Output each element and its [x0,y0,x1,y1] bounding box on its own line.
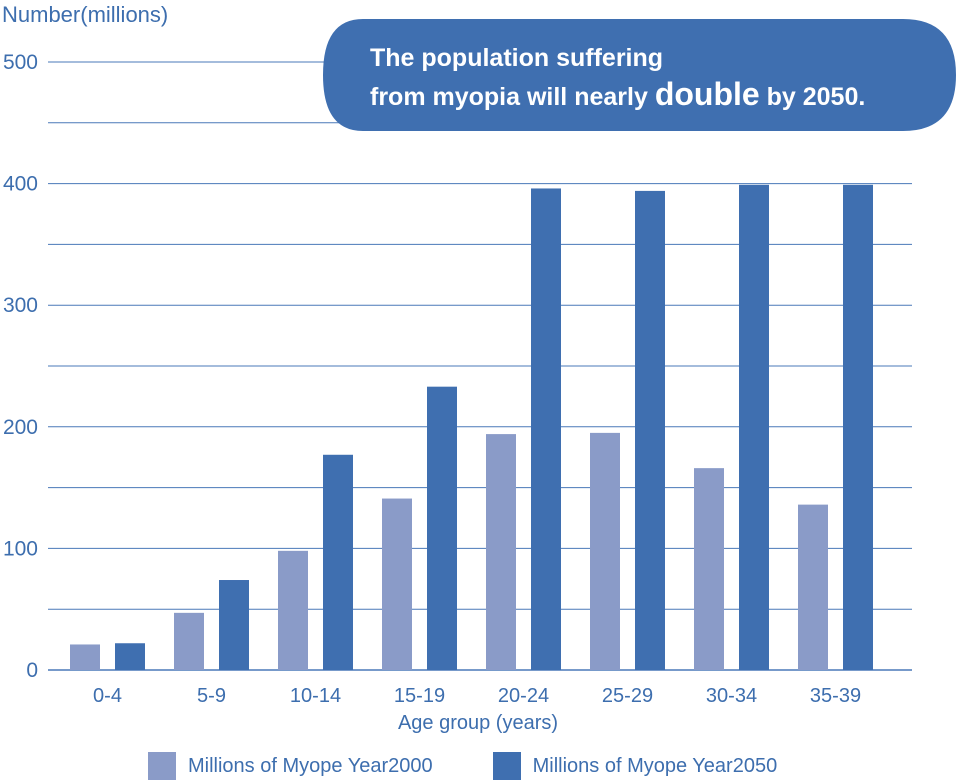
x-axis-ticks: 0-4 5-9 10-14 15-19 20-24 25-29 30-34 35-39 [93,685,861,707]
callout-text: The population suffering from myopia wil… [370,40,865,115]
y-tick-label: 500 [3,51,38,74]
legend-swatch-2050 [492,752,521,780]
bar-2000-0-4 [70,644,100,670]
x-tick-label: 0-4 [93,685,122,707]
callout-line-2: from myopia will nearly double by 2050. [370,76,866,112]
legend-item-2000: Millions of Myope Year2000 [148,752,433,780]
bar-2050-35-39 [843,184,873,671]
callout-emphasis: double [654,76,760,112]
y-tick-label: 100 [3,537,38,560]
bar-2050-10-14 [323,454,353,670]
bar-2000-35-39 [798,504,828,670]
bar-2050-25-29 [635,190,665,670]
bar-2000-15-19 [382,498,412,670]
x-tick-label: 25-29 [602,685,653,707]
legend-label-2050: Millions of Myope Year2050 [532,754,778,777]
bar-2000-10-14 [278,550,308,670]
x-axis-title: Age group (years) [397,712,559,734]
bar-2050-5-9 [219,580,249,670]
y-tick-label: 400 [3,173,38,196]
y-axis-title: Number(millions) [2,2,169,27]
legend: Millions of Myope Year2000 Millions of M… [148,752,837,780]
bar-2000-25-29 [590,432,620,670]
x-tick-label: 15-19 [394,685,445,707]
x-tick-label: 10-14 [290,685,341,707]
y-axis-ticks: 0 100 200 300 400 500 [3,51,38,682]
bar-2050-15-19 [427,386,457,670]
bar-2050-0-4 [115,643,145,670]
x-tick-label: 35-39 [810,685,861,707]
callout-line-1: The population suffering [370,44,664,72]
bar-2050-30-34 [739,184,769,671]
gridlines [48,61,912,671]
y-tick-label: 0 [26,659,38,682]
y-tick-label: 200 [3,416,38,439]
bars [70,184,873,671]
x-tick-label: 20-24 [498,685,549,707]
y-tick-label: 300 [3,294,38,317]
legend-label-2000: Millions of Myope Year2000 [188,754,433,777]
bar-2000-20-24 [486,434,516,670]
legend-swatch-2000 [148,752,176,780]
x-tick-label: 30-34 [706,685,757,707]
bar-2000-5-9 [174,612,204,670]
bar-2000-30-34 [694,468,724,670]
x-tick-label: 5-9 [197,685,226,707]
legend-item-2050: Millions of Myope Year2050 [492,752,778,780]
callout-bubble [323,19,956,131]
bar-2050-20-24 [531,188,561,671]
